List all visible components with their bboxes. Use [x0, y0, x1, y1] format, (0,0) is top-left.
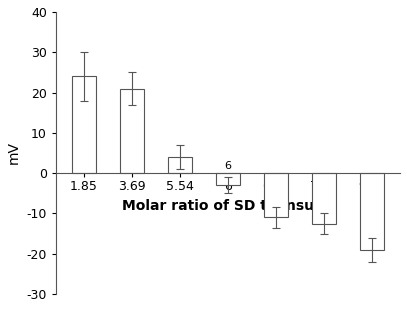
- X-axis label: Molar ratio of SD to insulin: Molar ratio of SD to insulin: [123, 199, 334, 213]
- Bar: [168, 157, 192, 173]
- Bar: [264, 173, 288, 218]
- Bar: [72, 76, 96, 173]
- Bar: [312, 173, 336, 223]
- Bar: [360, 173, 385, 250]
- Bar: [216, 173, 240, 185]
- Bar: [120, 88, 144, 173]
- Text: 6: 6: [225, 161, 232, 171]
- Y-axis label: mV: mV: [7, 142, 21, 164]
